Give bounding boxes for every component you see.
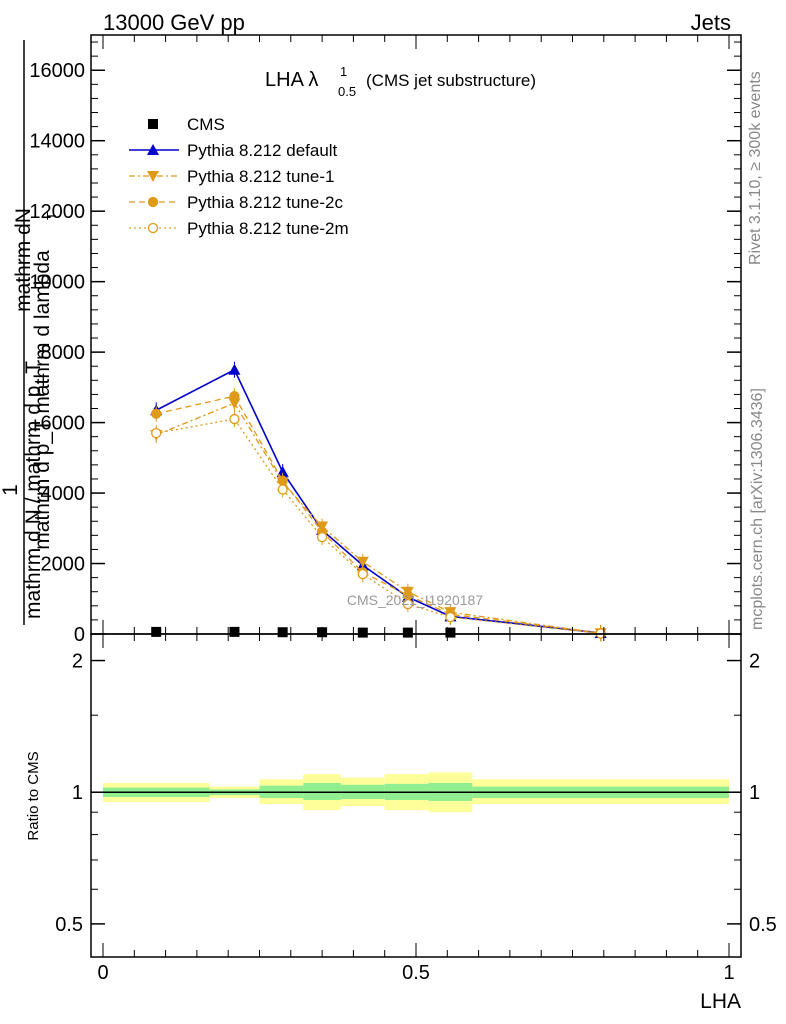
main-ytick-label: 6000 bbox=[41, 413, 86, 435]
legend-label: CMS bbox=[187, 115, 225, 134]
point-tune2m bbox=[151, 428, 162, 439]
title-subscript: 0.5 bbox=[338, 84, 356, 99]
ylabel-mid: mathrm d p_T mathrm d lambda bbox=[31, 250, 54, 550]
cms-data-point bbox=[229, 626, 240, 637]
title-suffix: (CMS jet substructure) bbox=[366, 71, 536, 90]
point-tune2m bbox=[357, 568, 368, 580]
point-tune2m bbox=[445, 611, 456, 623]
main-ytick-label: 0 bbox=[74, 624, 85, 646]
ratio-axes: 0.5 0.5 1 1 2 2 0 0.5 1 bbox=[55, 633, 777, 984]
point-tune2m bbox=[229, 413, 240, 425]
legend-label: Pythia 8.212 tune-2m bbox=[187, 219, 349, 238]
ylabel-subscript: T bbox=[44, 212, 59, 220]
legend-marker bbox=[147, 196, 159, 208]
ylabel-one: 1 bbox=[0, 484, 22, 496]
legend-label: Pythia 8.212 tune-1 bbox=[187, 167, 334, 186]
x-axis-label: LHA bbox=[700, 990, 741, 1013]
ratio-ytick-label: 1 bbox=[72, 782, 83, 804]
legend-marker bbox=[147, 144, 159, 155]
svg-text:LHA λ: LHA λ bbox=[265, 69, 318, 91]
main-y-label: mathrm dN mathrm d p_T mathrm d lambda T… bbox=[0, 40, 59, 625]
series-line-default bbox=[155, 368, 601, 634]
legend-label: Pythia 8.212 tune-2c bbox=[187, 193, 343, 212]
legend-entry-tune1: Pythia 8.212 tune-1 bbox=[129, 167, 334, 186]
legend-marker bbox=[147, 171, 159, 182]
analysis-watermark: CMS_2021_I1920187 bbox=[347, 592, 483, 608]
cms-data-point bbox=[151, 626, 162, 637]
ratio-ytick-label: 0.5 bbox=[55, 914, 83, 936]
legend-entry-data: CMS bbox=[148, 115, 225, 134]
ratio-plot-area bbox=[91, 772, 741, 813]
main-axes: 0 2000 4000 6000 8000 10000 12000 14000 16000 bbox=[29, 34, 742, 646]
cms-data-point bbox=[445, 627, 456, 638]
cms-data-point bbox=[402, 627, 413, 638]
point-tune2c bbox=[151, 408, 162, 419]
main-ytick-label: 14000 bbox=[29, 131, 85, 153]
mcplots-caption: mcplots.cern.ch [arXiv:1306.3436] bbox=[749, 388, 766, 630]
header-left: 13000 GeV pp bbox=[103, 10, 245, 35]
main-ytick-label: 10000 bbox=[29, 272, 85, 294]
main-ytick-label: 16000 bbox=[29, 60, 85, 82]
ratio-ytick-label: 2 bbox=[72, 651, 83, 673]
point-default bbox=[228, 363, 241, 375]
point-tune2c bbox=[229, 391, 240, 402]
main-ytick-label: 12000 bbox=[29, 201, 85, 223]
cms-data-point bbox=[277, 627, 288, 638]
ratio-ytick-label-right: 0.5 bbox=[749, 914, 777, 936]
main-ytick-label: 2000 bbox=[41, 554, 86, 576]
point-tune2m bbox=[402, 598, 414, 610]
x-tick-label: 0 bbox=[97, 962, 108, 984]
title-superscript: 1 bbox=[340, 64, 347, 79]
title-main: LHA λ bbox=[265, 69, 318, 91]
ratio-y-label: Ratio to CMS bbox=[25, 751, 42, 840]
series-line-tune2c bbox=[156, 395, 601, 634]
legend-entry-tune2c: Pythia 8.212 tune-2c bbox=[129, 193, 343, 212]
series-tune2m bbox=[151, 411, 606, 642]
legend-marker bbox=[147, 222, 159, 234]
plot-title: LHA λ 1 0.5 (CMS jet substructure) bbox=[265, 64, 536, 99]
ratio-ytick-label-right: 2 bbox=[749, 651, 760, 673]
point-tune1 bbox=[356, 556, 369, 568]
main-ytick-label: 4000 bbox=[41, 483, 86, 505]
point-tune2m bbox=[316, 531, 328, 543]
rivet-caption: Rivet 3.1.10, ≥ 300k events bbox=[747, 71, 764, 265]
legend-label: Pythia 8.212 default bbox=[187, 141, 338, 160]
x-tick-label: 1 bbox=[723, 962, 734, 984]
legend: CMS Pythia 8.212 default Pythia 8.212 tune… bbox=[129, 115, 349, 238]
legend-marker bbox=[148, 119, 158, 129]
main-ytick-label: 8000 bbox=[41, 342, 86, 364]
x-tick-label: 0.5 bbox=[402, 962, 430, 984]
legend-entry-default: Pythia 8.212 default bbox=[129, 141, 338, 160]
ratio-band-inner bbox=[303, 782, 341, 800]
point-tune2m bbox=[277, 484, 288, 495]
main-plot-area bbox=[150, 361, 607, 642]
legend-entry-tune2m: Pythia 8.212 tune-2m bbox=[129, 219, 349, 238]
cms-data-point bbox=[357, 627, 368, 638]
header-right: Jets bbox=[691, 10, 731, 35]
ratio-ytick-label-right: 1 bbox=[749, 782, 760, 804]
series-line-tune1 bbox=[155, 402, 601, 634]
ylabel-bottom: mathrm d N / mathrm d p_T bbox=[22, 361, 45, 619]
